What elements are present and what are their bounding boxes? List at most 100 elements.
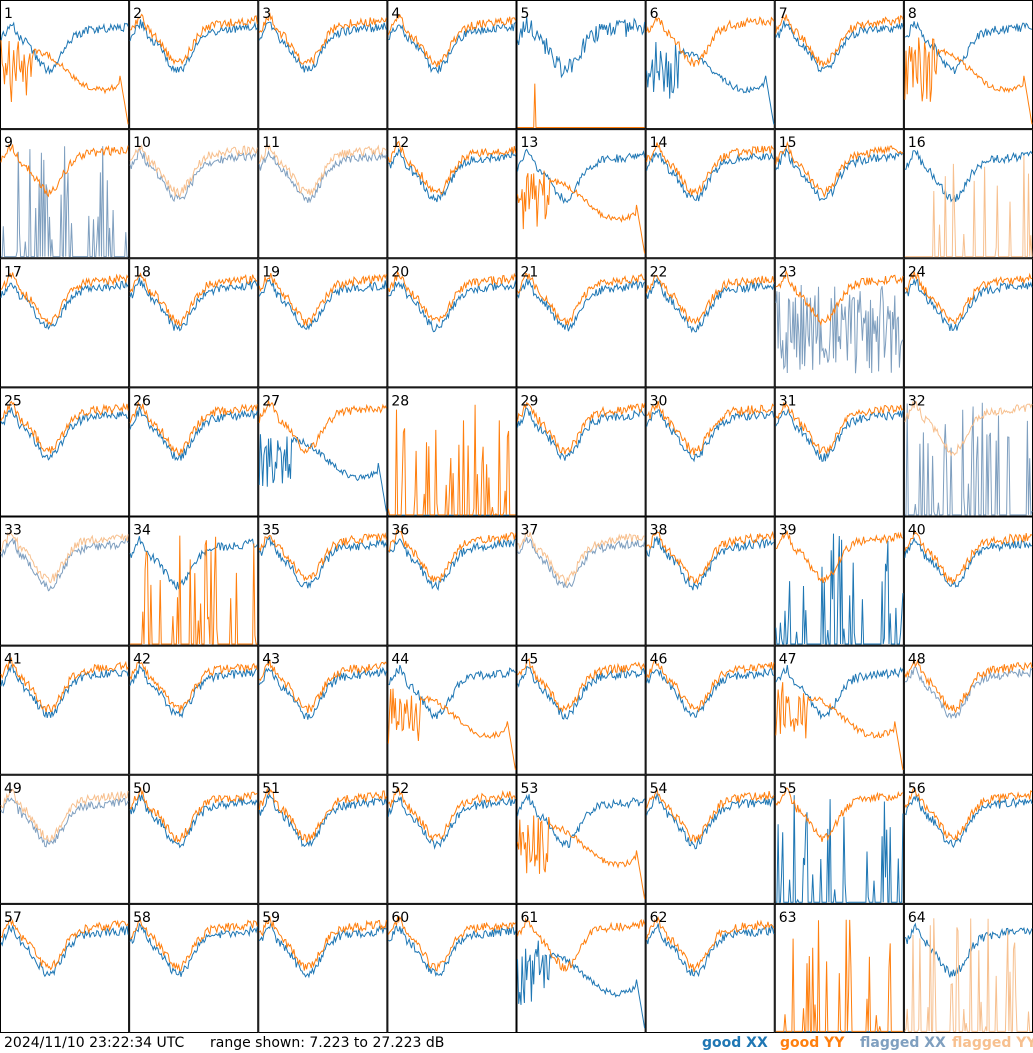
panel-frame	[0, 903, 130, 1033]
panel-15: 15	[774, 129, 904, 259]
xx-series-line	[0, 664, 129, 719]
panel-frame	[903, 387, 1033, 517]
xx-series-line	[904, 278, 1033, 331]
panel-number-label: 8	[908, 6, 917, 22]
panel-42: 42	[129, 645, 259, 775]
panel-number-label: 29	[521, 393, 539, 409]
panel-number-label: 36	[391, 523, 409, 539]
yy-series-line	[130, 919, 258, 972]
legend-flagged-yy: flagged YY	[952, 1035, 1033, 1051]
panel-frame	[258, 774, 388, 904]
panel-7: 7	[774, 0, 904, 130]
xx-series-line	[0, 21, 129, 75]
panel-49: 49	[0, 774, 130, 904]
xx-series-line	[388, 280, 516, 333]
panel-32: 32	[903, 387, 1033, 517]
xx-series-line	[646, 151, 775, 202]
legend-good-yy: good YY	[780, 1035, 845, 1051]
panel-number-label: 9	[4, 135, 13, 151]
panel-frame	[516, 516, 646, 646]
panel-number-label: 16	[908, 135, 926, 151]
legend-good-xx: good XX	[702, 1035, 768, 1051]
range-unit: dB	[425, 1035, 445, 1051]
yy-series-line	[517, 83, 645, 128]
yy-series-line	[646, 916, 775, 972]
xx-series-line	[129, 922, 258, 977]
panel-63: 63	[774, 903, 904, 1033]
panel-frame	[516, 258, 646, 388]
xx-series-line	[646, 409, 775, 463]
yy-series-line	[904, 271, 1033, 324]
yy-series-line	[775, 787, 904, 843]
yy-series-line	[258, 143, 387, 196]
yy-series-line	[775, 919, 903, 1032]
yy-series-line	[775, 141, 904, 198]
xx-series-line	[258, 666, 387, 720]
panel-number-label: 57	[4, 910, 22, 926]
yy-series-line	[258, 400, 387, 454]
panel-number-label: 33	[4, 523, 22, 539]
panel-number-label: 24	[908, 264, 926, 280]
panel-28: 28	[387, 387, 517, 517]
panel-number-label: 35	[262, 523, 280, 539]
panel-number-label: 62	[650, 910, 668, 926]
panel-23: 23	[774, 258, 904, 388]
xx-series-line	[517, 16, 646, 79]
yy-series-line	[904, 529, 1033, 584]
panel-frame	[645, 903, 775, 1033]
panel-number-label: 54	[650, 781, 668, 797]
xx-series-line	[129, 147, 258, 203]
panel-21: 21	[516, 258, 646, 388]
panel-number-label: 45	[521, 652, 539, 668]
panel-number-label: 19	[262, 264, 280, 280]
yy-series-line	[775, 682, 904, 770]
yy-series-line	[775, 402, 904, 455]
panel-number-label: 50	[133, 781, 151, 797]
xx-series-line	[517, 940, 646, 1029]
panel-41: 41	[0, 645, 130, 775]
xx-series-line	[517, 407, 645, 461]
panel-14: 14	[645, 129, 775, 259]
panel-number-label: 30	[650, 393, 668, 409]
panel-26: 26	[129, 387, 259, 517]
yy-series-line	[517, 657, 646, 713]
panel-number-label: 39	[779, 523, 797, 539]
panel-38: 38	[645, 516, 775, 646]
panel-number-label: 25	[4, 393, 22, 409]
panel-number-label: 52	[391, 781, 409, 797]
panel-48: 48	[903, 645, 1033, 775]
yy-series-line	[904, 155, 1033, 258]
panel-number-label: 22	[650, 264, 668, 280]
panel-number-label: 17	[4, 264, 22, 280]
panel-number-label: 4	[391, 6, 400, 22]
yy-series-line	[387, 688, 516, 770]
panel-18: 18	[129, 258, 259, 388]
panel-58: 58	[129, 903, 259, 1033]
xx-series-line	[0, 796, 129, 848]
panel-number-label: 34	[133, 523, 151, 539]
yy-series-line	[129, 13, 258, 66]
panel-24: 24	[903, 258, 1033, 388]
panel-frame	[258, 645, 388, 775]
panel-number-label: 48	[908, 652, 926, 668]
panel-frame	[645, 774, 775, 904]
panel-frame	[387, 129, 517, 259]
xx-series-line	[775, 146, 904, 202]
yy-series-line	[517, 917, 646, 973]
xx-series-line	[258, 434, 387, 512]
panel-frame	[645, 129, 775, 259]
yy-series-line	[775, 269, 904, 327]
panel-number-label: 56	[908, 781, 926, 797]
xx-series-line	[904, 402, 1033, 516]
xx-series-line	[258, 921, 387, 979]
xx-series-line	[129, 536, 258, 591]
panel-46: 46	[645, 645, 775, 775]
panel-10: 10	[129, 129, 259, 259]
panel-13: 13	[516, 129, 646, 259]
yy-series-line	[258, 916, 387, 971]
xx-series-line	[129, 663, 258, 719]
xx-series-line	[517, 537, 646, 589]
yy-series-line	[129, 787, 258, 843]
panel-33: 33	[0, 516, 130, 646]
xx-series-line	[775, 20, 904, 73]
